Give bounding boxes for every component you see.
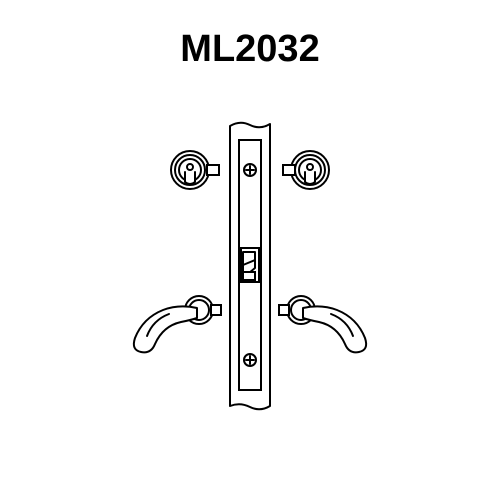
figure-container: ML2032 <box>0 0 500 500</box>
lockset-diagram <box>0 0 500 500</box>
